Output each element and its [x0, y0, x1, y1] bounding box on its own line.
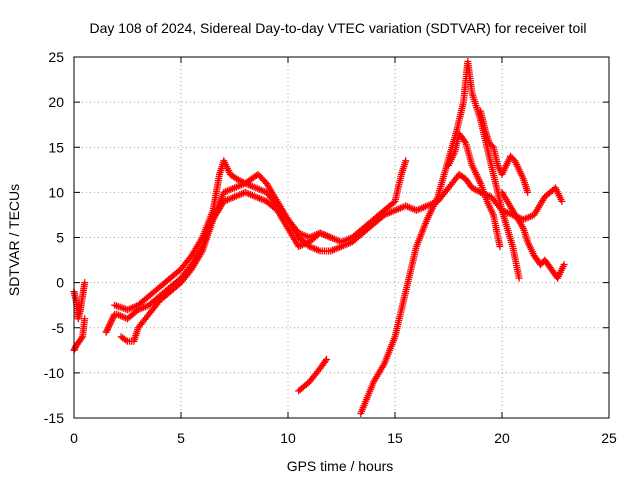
x-tick-label: 10: [280, 430, 296, 446]
data-point: [103, 327, 111, 335]
data-point: [104, 324, 112, 332]
x-tick-label: 25: [601, 430, 617, 446]
data-points: [70, 58, 568, 417]
data-point: [321, 357, 329, 365]
x-tick-labels: 0 5 10 15 20 25: [70, 430, 617, 446]
data-point: [558, 197, 566, 205]
y-tick-label: 20: [48, 94, 64, 110]
series-arc-g: [295, 355, 331, 395]
data-point: [515, 274, 523, 282]
series-arc-f: [117, 179, 335, 345]
data-point: [106, 319, 114, 327]
data-point: [102, 328, 110, 336]
series-arc-k: [498, 188, 568, 282]
data-point: [496, 243, 504, 251]
data-point: [323, 355, 331, 363]
y-tick-label: -10: [44, 365, 64, 381]
data-point: [105, 322, 113, 330]
series-arc-c: [102, 310, 119, 336]
y-tick-label: -15: [44, 410, 64, 426]
data-point: [461, 137, 469, 145]
y-axis-label: SDTVAR / TECUs: [6, 184, 22, 296]
x-tick-label: 20: [494, 430, 510, 446]
data-point: [77, 334, 85, 342]
y-tick-label: 25: [48, 49, 64, 65]
series-arc-i: [445, 130, 504, 251]
data-point: [524, 188, 532, 196]
data-point: [107, 318, 115, 326]
y-tick-label: 0: [56, 275, 64, 291]
axis-ticks: [73, 56, 610, 419]
data-point: [108, 316, 116, 324]
y-tick-label: 10: [48, 184, 64, 200]
series-arc-j: [477, 107, 532, 196]
x-axis-label: GPS time / hours: [287, 458, 394, 474]
data-point: [104, 325, 112, 333]
y-tick-label: 15: [48, 139, 64, 155]
x-tick-label: 5: [177, 430, 185, 446]
x-tick-label: 0: [70, 430, 78, 446]
series-arc-b: [70, 315, 89, 354]
data-point: [122, 336, 130, 344]
data-point: [109, 315, 117, 323]
chart-title: Day 108 of 2024, Sidereal Day-to-day VTE…: [90, 20, 587, 36]
data-point: [71, 345, 79, 353]
data-point: [81, 279, 89, 287]
data-point: [488, 142, 496, 150]
x-tick-label: 15: [387, 430, 403, 446]
y-tick-label: -5: [52, 320, 65, 336]
y-tick-labels: 25 20 15 10 5 0 -5 -10 -15: [44, 49, 64, 426]
data-point: [106, 321, 114, 329]
data-point: [81, 315, 89, 323]
y-tick-label: 5: [56, 230, 64, 246]
data-point: [109, 313, 117, 321]
data-point: [560, 261, 568, 269]
grid-lines: [74, 57, 609, 418]
data-point: [327, 234, 335, 241]
data-point: [402, 157, 410, 165]
